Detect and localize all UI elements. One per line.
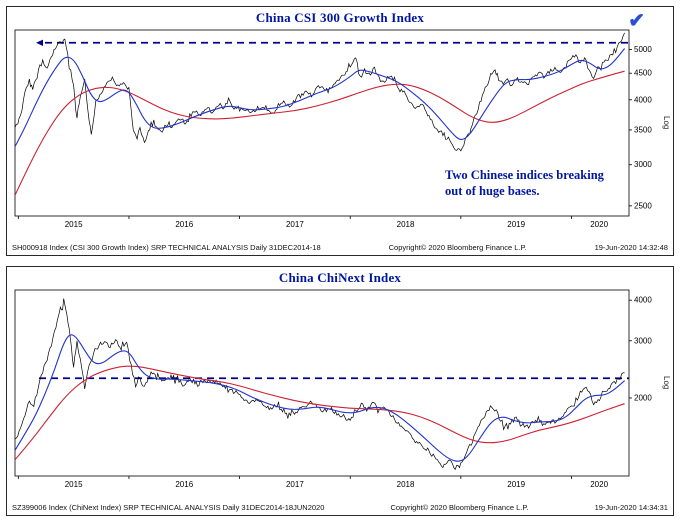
timestamp: 19-Jun-2020 14:32:48 (594, 243, 668, 252)
slow-ma-series (14, 365, 625, 461)
x-tick-label: 2019 (507, 220, 525, 229)
x-tick-label: 2016 (175, 480, 193, 489)
annotation-text: Two Chinese indices breaking out of huge… (445, 167, 604, 200)
y-tick-label: 2000 (634, 393, 652, 402)
log-scale-axis-label: Log (662, 376, 671, 390)
breakout-checkmark-icon: ✔ (628, 10, 645, 32)
security-info: SH000918 Index (CSI 300 Growth Index) SR… (12, 243, 321, 252)
resistance-arrow-icon (36, 39, 43, 46)
copyright-text: Copyright© 2020 Bloomberg Finance L.P. (390, 503, 529, 512)
x-tick-label: 2016 (175, 220, 193, 229)
chart-footer: SZ399006 Index (ChiNext Index) SRP TECHN… (12, 503, 668, 512)
annotation-line-1: Two Chinese indices breaking (445, 168, 604, 182)
annotation-line-2: out of huge bases. (445, 184, 540, 199)
x-tick-label: 2020 (590, 480, 608, 489)
chart-title: China ChiNext Index (278, 270, 402, 285)
fast-ma-series (14, 334, 625, 462)
slow-ma-series (14, 70, 625, 196)
x-tick-label: 2018 (397, 480, 415, 489)
y-tick-label: 3000 (634, 336, 652, 345)
x-tick-label: 2017 (286, 220, 304, 229)
chart-title: China CSI 300 Growth Index (255, 10, 425, 25)
x-tick-label: 2018 (397, 220, 415, 229)
plot-frame (14, 29, 630, 217)
y-tick-label: 4000 (634, 95, 652, 104)
csi300-chart-canvas: 2500 3000 3500 4000 4500 5000 2015 2016 2017 2018… (14, 29, 652, 229)
plot-frame (14, 289, 630, 477)
x-tick-label: 2019 (507, 480, 525, 489)
y-tick-label: 3000 (634, 160, 652, 169)
copyright-text: Copyright© 2020 Bloomberg Finance L.P. (388, 243, 527, 252)
fast-ma-series (14, 48, 626, 147)
x-tick-label: 2015 (65, 220, 83, 229)
y-tick-label: 4000 (634, 296, 652, 305)
price-series (14, 298, 625, 470)
price-series (14, 32, 625, 152)
x-tick-label: 2020 (590, 220, 608, 229)
chinext-chart-canvas: 2000 3000 4000 2015 2016 2017 2018 2019 2020 (14, 289, 652, 489)
timestamp: 19-Jun-2020 14:34:31 (594, 503, 668, 512)
y-tick-label: 5000 (634, 45, 652, 54)
y-tick-label: 3500 (634, 125, 652, 134)
y-tick-label: 2500 (634, 201, 652, 210)
chart-panel-chinext: China ChiNext Index 2000 3000 4000 2015 2016… (6, 266, 674, 516)
chart-panel-csi300-growth: China CSI 300 Growth Index ✔ 2500 3000 350… (6, 6, 674, 256)
y-tick-label: 4500 (634, 69, 652, 78)
x-tick-label: 2015 (65, 480, 83, 489)
security-info: SZ399006 Index (ChiNext Index) SRP TECHN… (12, 503, 325, 512)
x-tick-label: 2017 (286, 480, 304, 489)
chart-footer: SH000918 Index (CSI 300 Growth Index) SR… (12, 243, 668, 252)
log-scale-axis-label: Log (662, 116, 671, 130)
